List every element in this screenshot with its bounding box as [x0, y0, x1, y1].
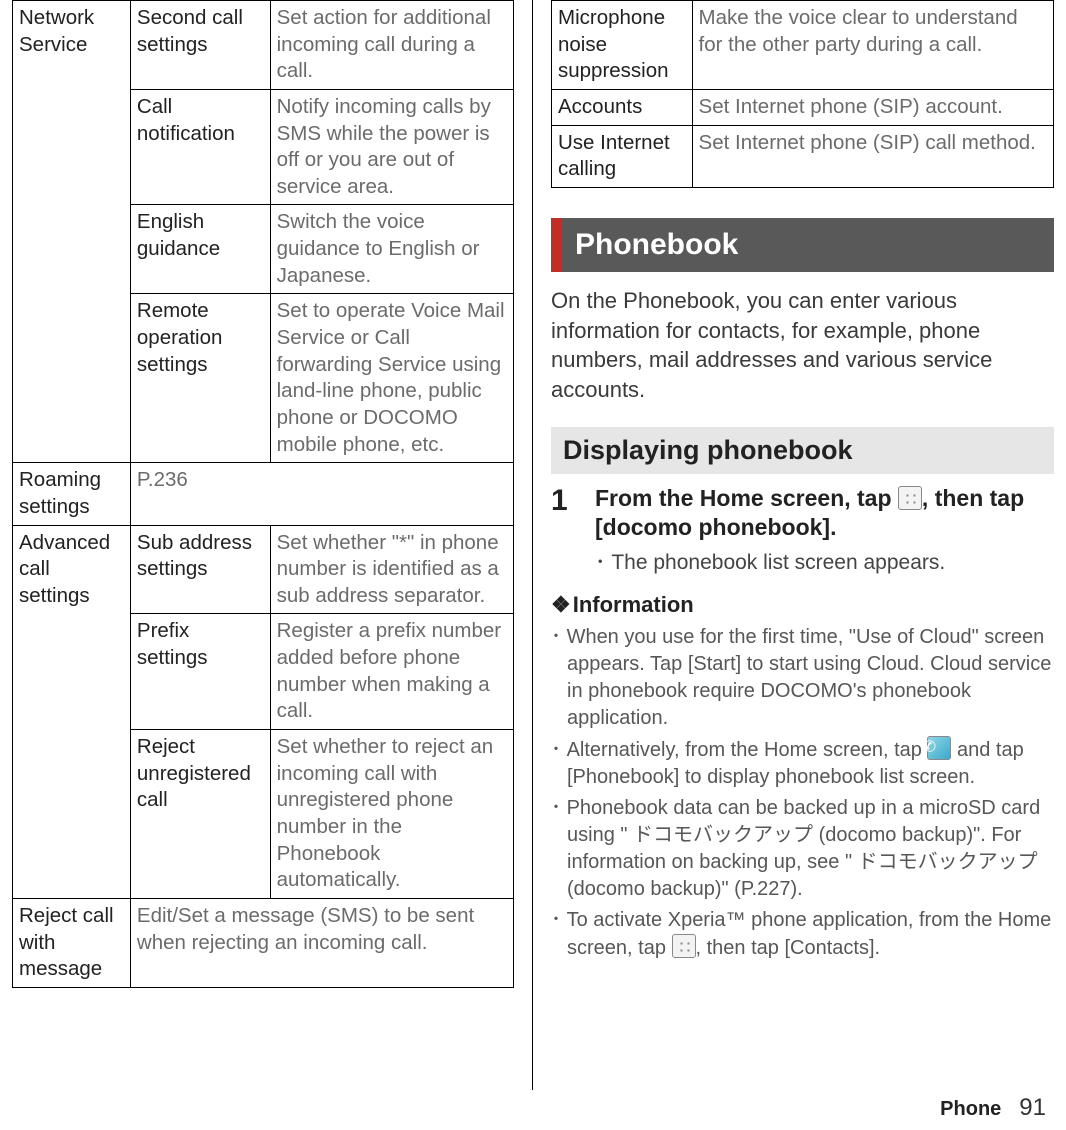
info-item-1: When you use for the first time, "Use of… — [551, 624, 1054, 732]
audio-settings-table: Microphone noise suppressionMake the voi… — [551, 0, 1054, 188]
table-row: Use Internet callingSet Internet phone (… — [552, 125, 1054, 187]
info-item-2: Alternatively, from the Home screen, tap… — [551, 736, 1054, 791]
setting-name: Call notification — [130, 89, 270, 205]
setting-name: Use Internet calling — [552, 125, 693, 187]
setting-description: Set to operate Voice Mail Service or Cal… — [270, 294, 513, 463]
setting-name: Microphone noise suppression — [552, 1, 693, 90]
phonebook-intro-text: On the Phonebook, you can enter various … — [551, 286, 1054, 405]
setting-description: Set whether "*" in phone number is ident… — [270, 525, 513, 614]
footer-category: Phone — [940, 1098, 1001, 1121]
step-sub-text: The phonebook list screen appears. — [595, 546, 1054, 576]
network-settings-table: Network ServiceSecond call settingsSet a… — [12, 0, 514, 988]
setting-name: Sub address settings — [130, 525, 270, 614]
step-title: From the Home screen, tap , then tap [do… — [595, 484, 1054, 544]
setting-category: Roaming settings — [13, 463, 131, 525]
setting-name: Accounts — [552, 89, 693, 125]
setting-name: English guidance — [130, 205, 270, 294]
table-row: Microphone noise suppressionMake the voi… — [552, 1, 1054, 90]
info-4-post: , then tap [Contacts]. — [696, 937, 881, 959]
table-row: AccountsSet Internet phone (SIP) account… — [552, 89, 1054, 125]
info-item-4: To activate Xperia™ phone application, f… — [551, 907, 1054, 962]
setting-description: P.236 — [130, 463, 513, 525]
info-item-3: Phonebook data can be backed up in a mic… — [551, 795, 1054, 903]
setting-description: Set Internet phone (SIP) call method. — [692, 125, 1053, 187]
right-column: Microphone noise suppressionMake the voi… — [533, 0, 1066, 1090]
left-column: Network ServiceSecond call settingsSet a… — [0, 0, 533, 1090]
setting-name: Remote operation settings — [130, 294, 270, 463]
page-footer: Phone 91 — [0, 1090, 1066, 1130]
apps-grid-icon — [898, 486, 922, 510]
phone-app-icon — [927, 736, 951, 760]
apps-grid-icon — [672, 934, 696, 958]
info-2-pre: Alternatively, from the Home screen, tap — [567, 739, 928, 761]
setting-description: Set Internet phone (SIP) account. — [692, 89, 1053, 125]
table-row: Roaming settingsP.236 — [13, 463, 514, 525]
table-row: Advanced call settingsSub address settin… — [13, 525, 514, 614]
setting-description: Switch the voice guidance to English or … — [270, 205, 513, 294]
setting-description: Edit/Set a message (SMS) to be sent when… — [130, 898, 513, 987]
section-heading-phonebook: Phonebook — [551, 218, 1054, 272]
setting-name: Second call settings — [130, 1, 270, 90]
setting-description: Register a prefix number added before ph… — [270, 614, 513, 730]
table-row: Network ServiceSecond call settingsSet a… — [13, 1, 514, 90]
setting-name: Reject unregistered call — [130, 730, 270, 899]
setting-description: Set action for additional incoming call … — [270, 1, 513, 90]
step-1: 1 From the Home screen, tap , then tap [… — [551, 484, 1054, 577]
step-title-pre: From the Home screen, tap — [595, 485, 898, 511]
footer-page-number: 91 — [1019, 1094, 1046, 1122]
setting-description: Set whether to reject an incoming call w… — [270, 730, 513, 899]
setting-category: Advanced call settings — [13, 525, 131, 898]
step-body: From the Home screen, tap , then tap [do… — [595, 484, 1054, 577]
page-columns: Network ServiceSecond call settingsSet a… — [0, 0, 1066, 1090]
information-list: When you use for the first time, "Use of… — [551, 624, 1054, 962]
setting-category: Reject call with message — [13, 898, 131, 987]
step-number: 1 — [551, 484, 577, 577]
setting-name: Prefix settings — [130, 614, 270, 730]
table-row: Reject call with messageEdit/Set a messa… — [13, 898, 514, 987]
setting-description: Make the voice clear to understand for t… — [692, 1, 1053, 90]
information-heading: Information — [551, 592, 1054, 618]
setting-category: Network Service — [13, 1, 131, 463]
setting-description: Notify incoming calls by SMS while the p… — [270, 89, 513, 205]
subsection-heading-displaying: Displaying phonebook — [551, 427, 1054, 474]
